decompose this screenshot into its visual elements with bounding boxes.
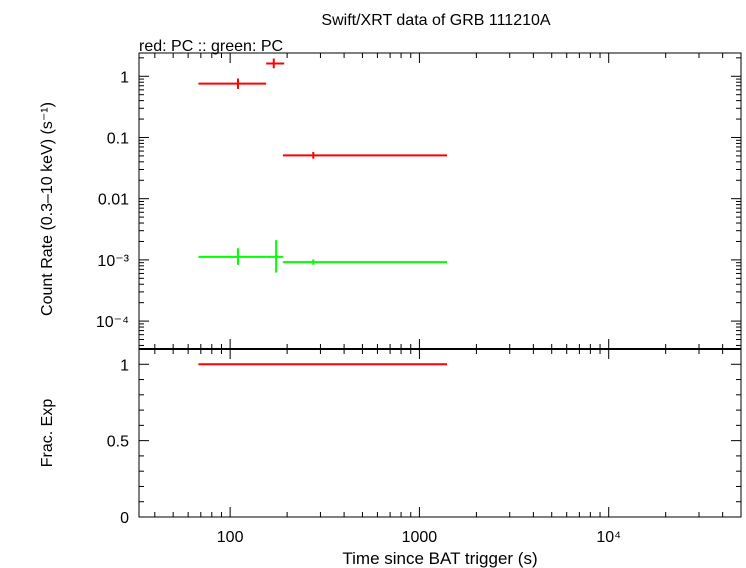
fractional-exposure-y-tick-label: 0: [120, 510, 129, 527]
fractional-exposure-panel: 1 0.5 0 100 1000 10⁴ Time since BAT trigger (s…: [39, 348, 742, 568]
red-data-point: [198, 78, 267, 89]
count-rate-panel: 1 0.1 0.01 10⁻³ 10⁻⁴ Count Rate (0.3–10 keV) …: [39, 52, 742, 350]
x-tick-label: 10⁴: [596, 529, 621, 546]
count-rate-y-tick-label: 0.1: [107, 130, 129, 147]
green-data-point: [198, 248, 267, 265]
red-data-point: [282, 151, 448, 159]
fractional-exposure-y-tick-label: 1: [120, 357, 129, 374]
count-rate-y-tick-label: 1: [120, 69, 129, 86]
red-data-point: [266, 58, 285, 69]
chart-title: Swift/XRT data of GRB 111210A: [321, 12, 550, 29]
x-axis-label: Time since BAT trigger (s): [342, 549, 537, 568]
count-rate-frame: [138, 52, 742, 350]
x-tick-label: 100: [217, 529, 244, 546]
count-rate-y-tick-label: 10⁻³: [97, 253, 129, 270]
count-rate-y-tick-label: 10⁻⁴: [96, 314, 129, 331]
count-rate-y-axis-label: Count Rate (0.3–10 keV) (s⁻¹): [39, 102, 56, 316]
x-tick-label: 1000: [402, 529, 438, 546]
green-data-point: [266, 240, 283, 273]
green-data-point: [282, 259, 448, 265]
fractional-exposure-y-tick-label: 0.5: [107, 434, 129, 451]
chart-subtitle: red: PC :: green: PC: [139, 38, 283, 55]
count-rate-y-tick-label: 0.01: [98, 192, 129, 209]
fractional-exposure-y-axis-label: Frac. Exp: [39, 399, 56, 468]
fractional-exposure-frame: [138, 348, 742, 518]
